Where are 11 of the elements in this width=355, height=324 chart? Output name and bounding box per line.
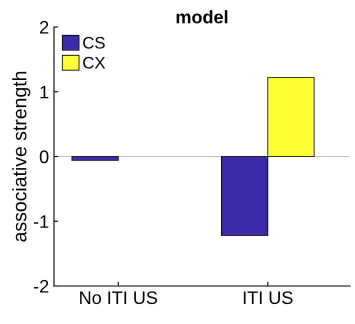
legend-label: CS [83,36,105,49]
chart-title: model [176,10,228,24]
y-tick-label: 0 [40,150,48,164]
y-axis-title: associative strength [12,72,30,242]
y-tick-label: 2 [40,20,48,34]
legend-label: CX [83,56,106,69]
y-tick-label: -2 [34,280,48,293]
x-tick-label: ITI US [244,291,293,304]
y-tick-label: -1 [34,215,48,228]
y-tick-label: 1 [40,86,48,98]
x-tick-label: No ITI US [80,291,158,304]
